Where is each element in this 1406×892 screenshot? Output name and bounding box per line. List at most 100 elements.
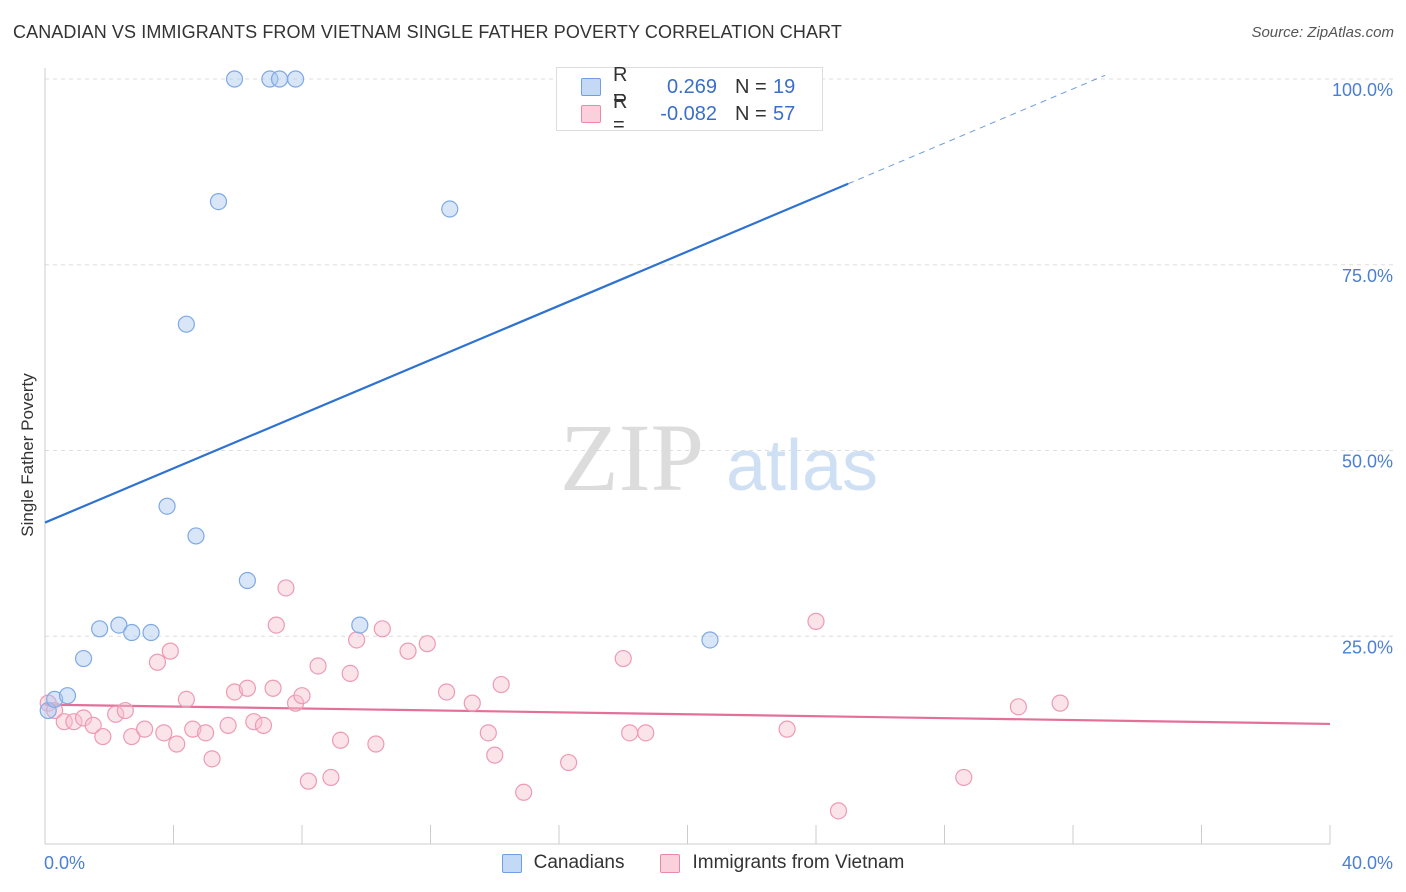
point-vietnam (486, 746, 504, 764)
source-note: Source: ZipAtlas.com (1251, 24, 1394, 41)
trend-line-canadians (44, 182, 849, 524)
legend-label-canadians: Canadians (533, 852, 625, 873)
legend-row-vietnam: R = -0.082 N = 57 (581, 91, 795, 136)
point-vietnam (148, 653, 167, 671)
y-tick-label: 50.0% (1342, 452, 1393, 472)
point-canadians (270, 70, 289, 88)
point-vietnam (463, 694, 481, 712)
point-vietnam (637, 724, 655, 742)
point-vietnam (184, 720, 202, 738)
legend-swatch-vietnam (660, 853, 681, 873)
point-vietnam (829, 802, 848, 820)
point-vietnam (161, 642, 179, 660)
point-vietnam (107, 705, 125, 723)
point-canadians (187, 527, 205, 545)
point-vietnam (348, 631, 366, 649)
point-vietnam (1051, 694, 1069, 712)
point-vietnam (399, 642, 417, 660)
point-vietnam (341, 664, 359, 683)
legend-item-vietnam: Immigrants from Vietnam (660, 852, 904, 874)
trend-lines (44, 74, 1331, 726)
point-vietnam (123, 727, 141, 746)
point-canadians (209, 192, 228, 211)
point-canadians (286, 70, 305, 88)
tick-labels: 25.0% 50.0% 75.0% 100.0% 0.0% 40.0% (44, 80, 1393, 873)
legend-swatch-canadians (581, 78, 601, 96)
point-vietnam (614, 649, 632, 668)
point-vietnam (219, 716, 237, 735)
legend-n-label: N = (735, 75, 767, 98)
point-vietnam (367, 735, 385, 753)
point-vietnam (155, 724, 173, 742)
point-vietnam (267, 616, 285, 634)
point-vietnam (177, 690, 195, 709)
point-vietnam (621, 724, 639, 742)
point-canadians (701, 631, 719, 649)
point-vietnam (778, 720, 796, 738)
point-canadians (225, 70, 244, 88)
watermark-zip: ZIP (560, 404, 704, 511)
legend-r-label: R = (613, 64, 628, 109)
point-vietnam (238, 679, 256, 697)
point-vietnam (437, 683, 456, 701)
point-vietnam (293, 687, 311, 705)
point-canadians (177, 315, 195, 333)
legend-n-label: N = (735, 102, 767, 125)
point-vietnam (254, 716, 273, 735)
legend-r-value: -0.082 (660, 102, 717, 125)
point-canadians (158, 497, 176, 515)
point-vietnam (245, 713, 263, 731)
point-vietnam (322, 768, 340, 787)
legend-swatch-canadians (501, 853, 522, 873)
point-vietnam (225, 683, 244, 701)
point-vietnam (65, 713, 83, 731)
point-canadians (142, 623, 160, 642)
point-vietnam (807, 612, 825, 630)
legend-swatch-vietnam (581, 105, 601, 123)
point-canadians (123, 623, 141, 642)
point-canadians (351, 616, 369, 634)
point-canadians (261, 70, 279, 88)
point-vietnam (55, 713, 73, 731)
legend-item-canadians: Canadians (501, 852, 625, 874)
point-canadians (91, 620, 109, 638)
point-vietnam (116, 701, 134, 720)
watermark-atlas: atlas (726, 426, 878, 506)
point-vietnam (203, 750, 221, 768)
point-vietnam (264, 679, 282, 697)
point-vietnam (418, 635, 436, 653)
point-vietnam (94, 727, 112, 746)
series-legend: Canadians Immigrants from Vietnam (0, 852, 1406, 874)
legend-n-value: 19 (773, 75, 796, 98)
point-vietnam (373, 620, 391, 638)
point-vietnam (168, 735, 186, 753)
x-tick-label: 0.0% (44, 853, 85, 873)
legend-label-vietnam: Immigrants from Vietnam (692, 852, 905, 873)
point-vietnam (515, 783, 533, 801)
x-tick-label: 40.0% (1342, 853, 1393, 873)
axes (44, 68, 1331, 845)
trend-line-vietnam (44, 703, 1331, 726)
trend-line-canadians-extension (847, 74, 1106, 185)
legend-r-label: R = (613, 91, 628, 136)
y-tick-label: 75.0% (1342, 266, 1393, 286)
point-canadians (238, 571, 256, 590)
point-vietnam (331, 731, 350, 749)
point-vietnam (560, 753, 578, 772)
data-points (39, 70, 1069, 820)
point-vietnam (299, 772, 318, 790)
y-tick-label: 25.0% (1342, 637, 1393, 657)
point-canadians (58, 687, 77, 705)
legend-r-value: 0.269 (666, 75, 717, 98)
point-canadians (110, 616, 128, 634)
point-vietnam (277, 579, 295, 597)
watermark: ZIP atlas (560, 404, 878, 511)
point-canadians (74, 649, 93, 668)
y-tick-label: 100.0% (1332, 80, 1393, 100)
point-vietnam (309, 657, 327, 675)
point-canadians (46, 690, 64, 709)
point-canadians (441, 200, 459, 218)
point-vietnam (1009, 698, 1027, 716)
point-vietnam (197, 724, 215, 742)
